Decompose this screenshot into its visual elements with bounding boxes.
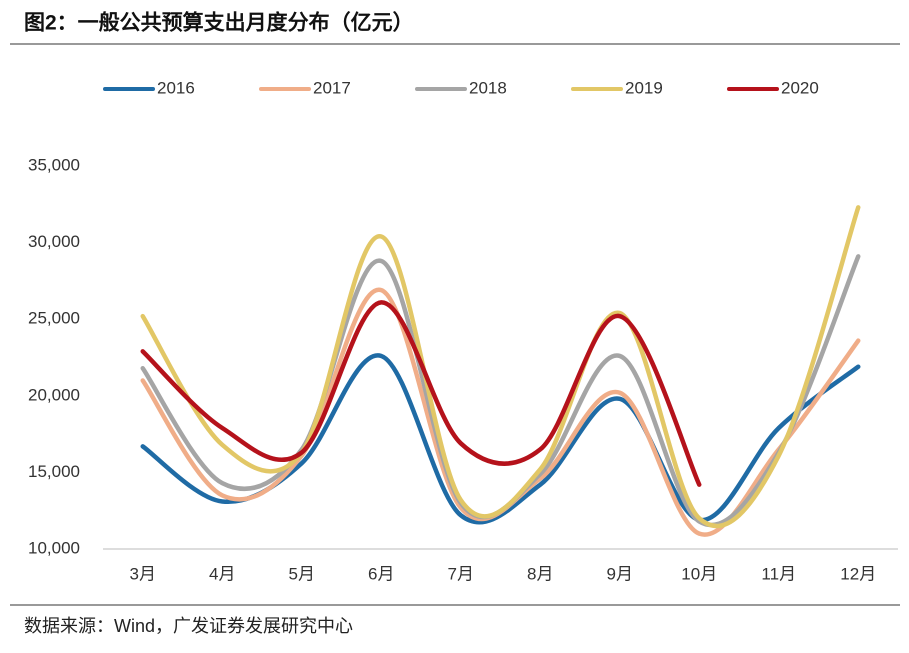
x-tick-label: 4月 <box>209 564 235 583</box>
x-tick-label: 8月 <box>527 564 553 583</box>
x-tick-label: 3月 <box>130 564 156 583</box>
legend-label: 2018 <box>469 78 507 97</box>
source: 数据来源：Wind，广发证券发展研究中心 <box>24 616 353 636</box>
x-tick-label: 5月 <box>289 564 315 583</box>
x-tick-label: 10月 <box>681 564 717 583</box>
y-tick-label: 15,000 <box>28 462 80 481</box>
x-tick-label: 11月 <box>761 564 796 583</box>
x-tick-label: 7月 <box>448 564 474 583</box>
series-line <box>140 300 702 487</box>
series-line <box>140 254 861 528</box>
legend-label: 2016 <box>157 78 195 97</box>
x-tick-label: 12月 <box>840 564 876 583</box>
legend-label: 2017 <box>313 78 351 97</box>
y-tick-label: 25,000 <box>28 309 80 328</box>
legend-label: 2020 <box>781 78 819 97</box>
legend-label: 2019 <box>625 78 663 97</box>
chart-title: 图2：一般公共预算支出月度分布（亿元） <box>24 11 414 35</box>
x-tick-label: 6月 <box>368 564 394 583</box>
y-tick-label: 10,000 <box>28 538 80 557</box>
series-line <box>140 205 861 529</box>
x-tick-label: 9月 <box>607 564 633 583</box>
y-tick-label: 20,000 <box>28 385 80 404</box>
y-tick-label: 35,000 <box>28 155 80 174</box>
y-tick-label: 30,000 <box>28 232 80 251</box>
